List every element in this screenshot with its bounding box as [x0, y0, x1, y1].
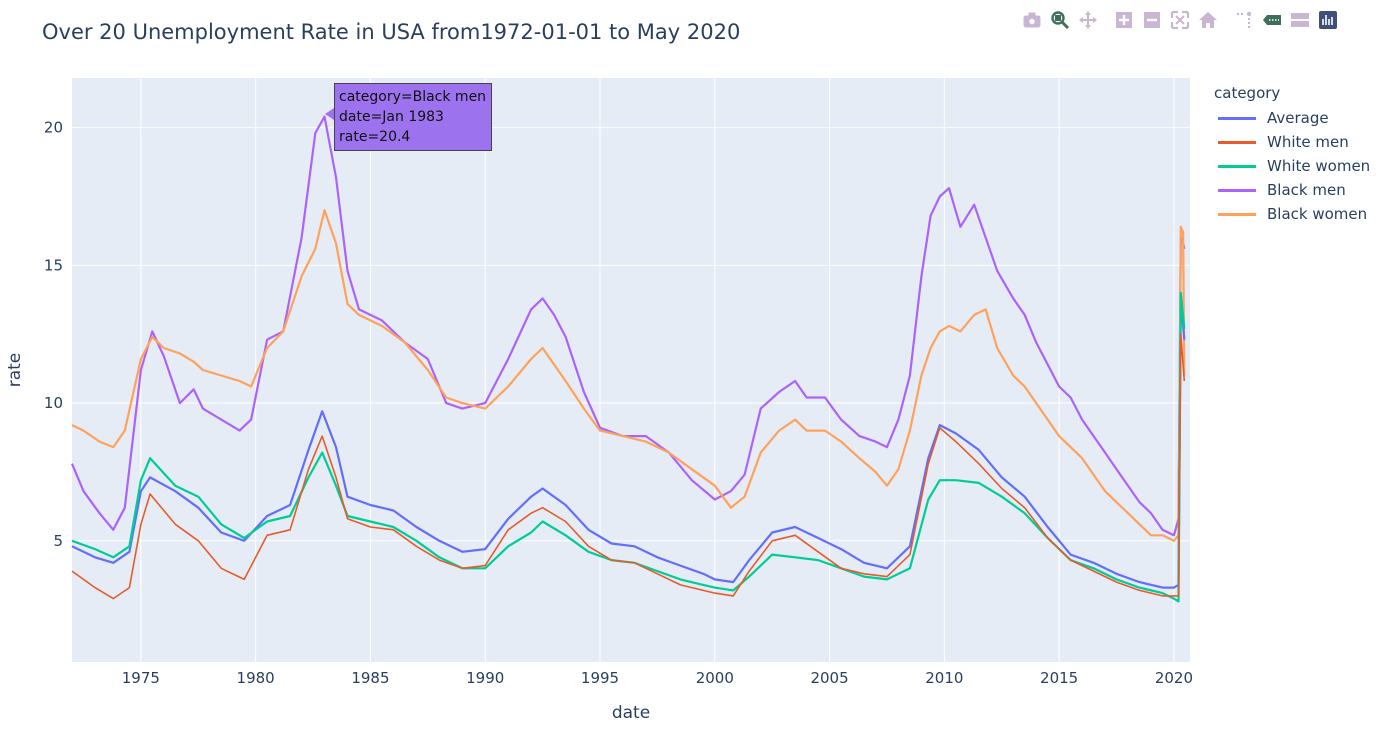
legend-item-white-men[interactable]: White men: [1214, 130, 1370, 154]
plot-area[interactable]: [72, 78, 1190, 662]
legend-swatch: [1218, 141, 1256, 144]
x-tick-label: 2020: [1155, 669, 1193, 687]
x-tick-label: 1980: [237, 669, 275, 687]
legend-label: White men: [1267, 133, 1349, 151]
tooltip-arrow: [325, 108, 334, 120]
y-tick-label: 5: [53, 532, 63, 550]
x-tick-label: 2015: [1040, 669, 1078, 687]
legend-item-black-men[interactable]: Black men: [1214, 178, 1370, 202]
y-tick-label: 15: [44, 256, 63, 274]
tooltip-line-category: category=Black men: [339, 87, 487, 107]
tooltip-line-rate: rate=20.4: [339, 127, 487, 147]
legend-swatch: [1218, 189, 1256, 192]
legend-item-average[interactable]: Average: [1214, 106, 1370, 130]
hover-tooltip: category=Black men date=Jan 1983 rate=20…: [334, 83, 492, 151]
y-tick-label: 10: [44, 394, 63, 412]
x-tick-label: 2010: [925, 669, 963, 687]
legend-label: Black men: [1267, 181, 1346, 199]
legend-label: Average: [1267, 109, 1329, 127]
legend-swatch: [1218, 165, 1256, 168]
y-tick-label: 20: [44, 119, 63, 137]
y-axis-title: rate: [5, 353, 25, 388]
legend-item-black-women[interactable]: Black women: [1214, 202, 1370, 226]
x-axis: 1975 1980 1985 1990 1995 2000 2005 2010 2015 2020: [122, 669, 1193, 687]
y-axis: 5 10 15 20: [44, 119, 63, 550]
x-tick-label: 1995: [581, 669, 619, 687]
legend-label: Black women: [1267, 205, 1367, 223]
legend-title: category: [1214, 84, 1370, 102]
legend-items: Average White men White women Black men Blac…: [1214, 106, 1370, 226]
legend-item-white-women[interactable]: White women: [1214, 154, 1370, 178]
x-tick-label: 2005: [810, 669, 848, 687]
legend-label: White women: [1267, 157, 1370, 175]
x-tick-label: 1975: [122, 669, 160, 687]
x-tick-label: 1985: [351, 669, 389, 687]
legend-swatch: [1218, 213, 1256, 216]
legend-swatch: [1218, 117, 1256, 120]
x-tick-label: 1990: [466, 669, 504, 687]
x-tick-label: 2000: [696, 669, 734, 687]
tooltip-line-date: date=Jan 1983: [339, 107, 487, 127]
x-axis-title: date: [612, 703, 650, 723]
legend: category Average White men White women Blac…: [1214, 84, 1370, 226]
